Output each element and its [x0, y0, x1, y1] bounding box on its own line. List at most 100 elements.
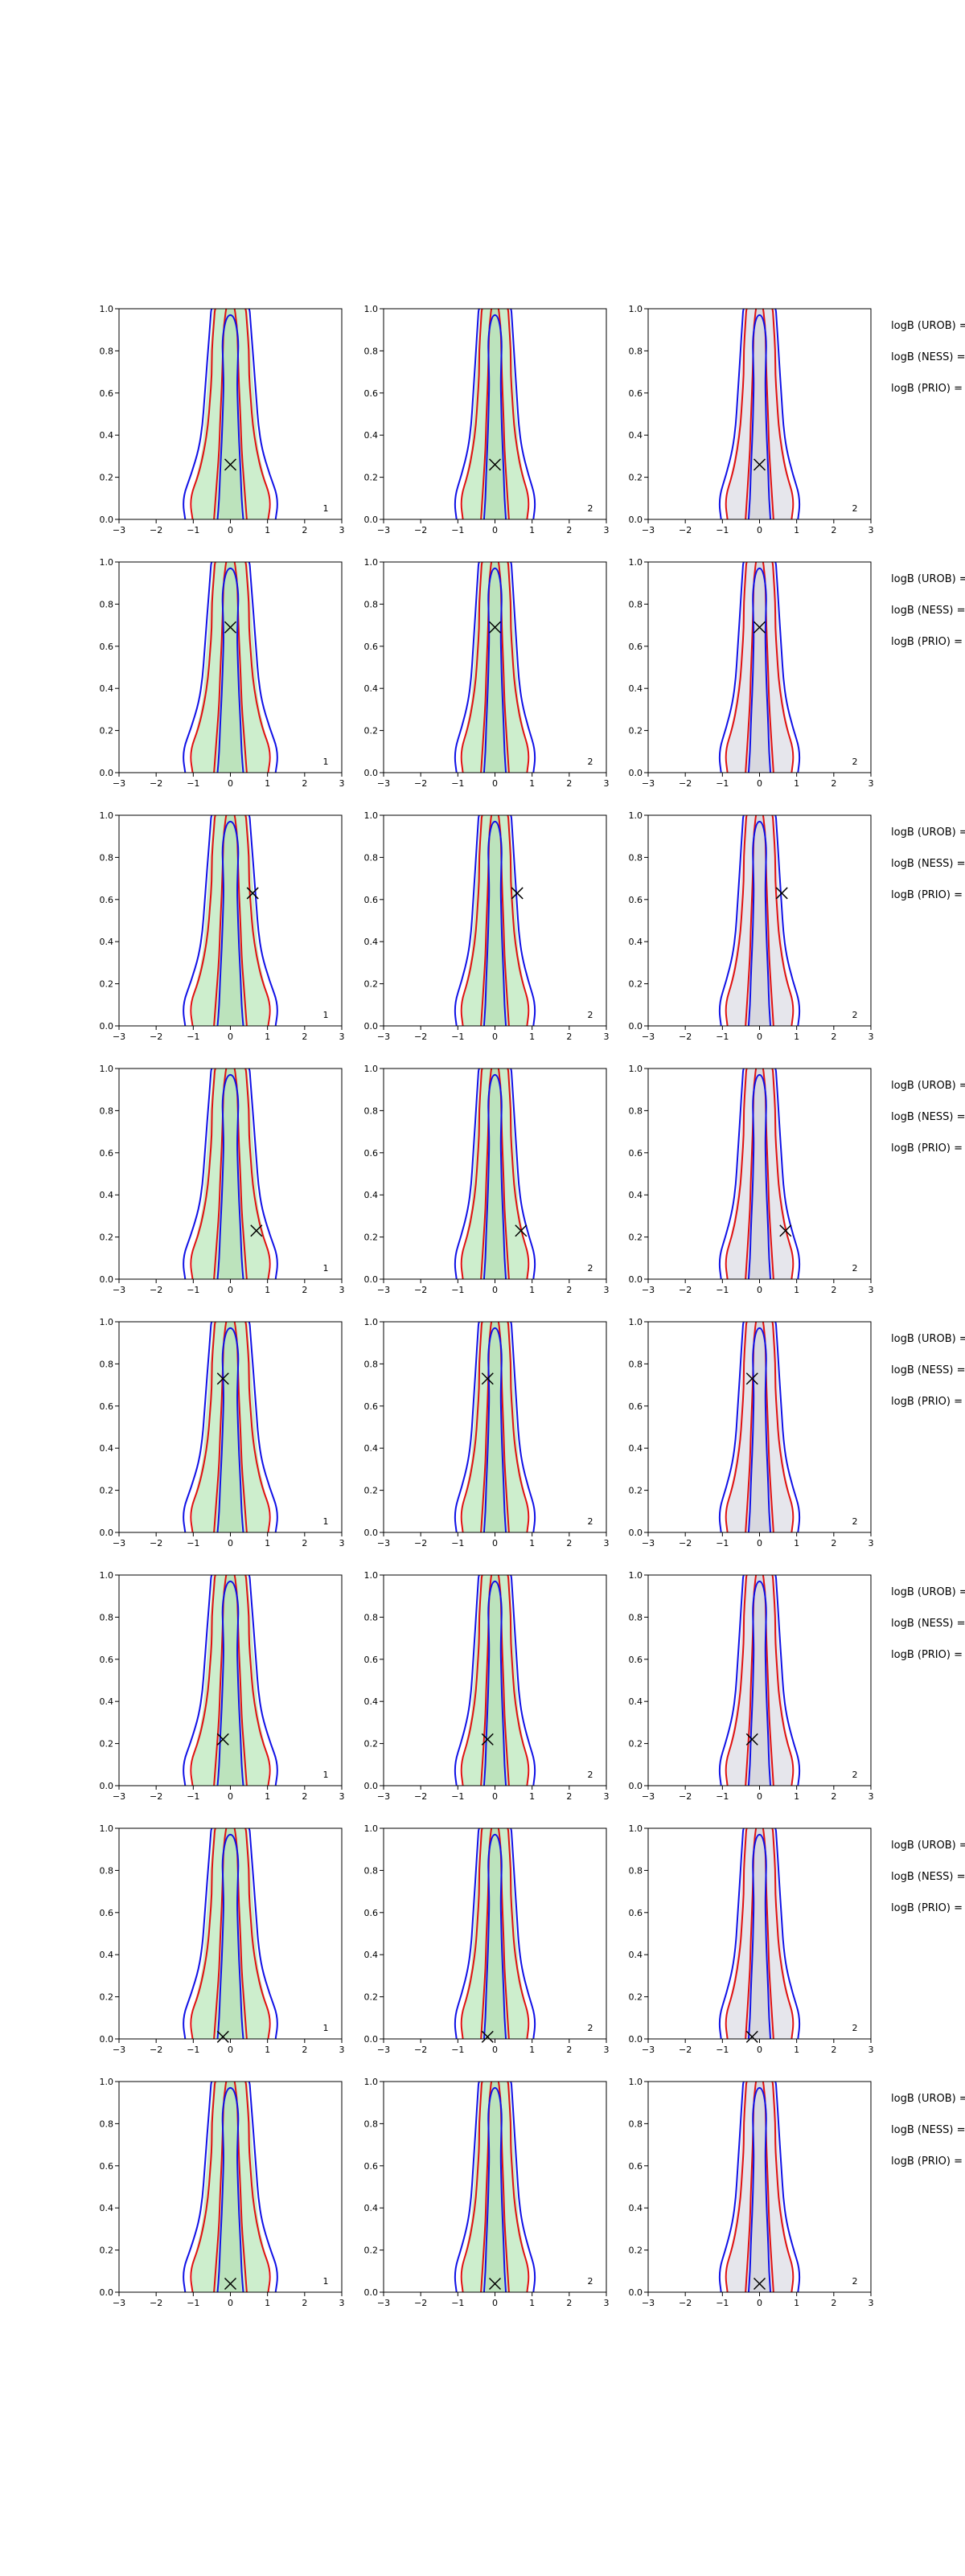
red-contour-outer [725, 815, 795, 1026]
y-tick-label: 0.0 [629, 515, 643, 525]
density-fill-inner [485, 1069, 505, 1279]
x-tick-label: −3 [642, 1791, 655, 1802]
x-tick-label: −1 [716, 778, 729, 789]
x-tick-label: 3 [339, 1285, 345, 1295]
density-fill-inner [749, 815, 770, 1026]
marker-x [488, 458, 502, 471]
x-tick-label: 1 [794, 2298, 799, 2308]
x-tick-label: 2 [831, 2298, 836, 2308]
logb-text-3: logB (PRIO) = [891, 2156, 963, 2168]
x-tick-label: 2 [831, 1538, 836, 1548]
red-contour-inner [213, 1575, 248, 1786]
y-tick-label: 0.6 [364, 895, 379, 905]
x-tick-label: 0 [757, 1538, 762, 1548]
panel-r6-c1: −3 −2 −1 0 1 2 3 0.0 0.2 0.4 0.6 0.8 1.0 1 [100, 1570, 345, 1802]
y-tick-label: 0.4 [629, 937, 643, 947]
y-tick-label: 0.0 [364, 1021, 379, 1032]
panel-contours [454, 1828, 536, 2039]
panel-contours [454, 309, 536, 519]
y-tick-label: 0.0 [100, 2034, 114, 2045]
x-tick-label: 2 [566, 525, 572, 535]
x-tick-label: 3 [604, 2298, 610, 2308]
x-tick-label: 3 [339, 1538, 345, 1548]
x-tick-label: 0 [228, 1538, 233, 1548]
x-tick-label: −1 [451, 2298, 464, 2308]
y-tick-label: 0.6 [100, 1401, 114, 1412]
logb-text-2: logB (NESS) = [891, 858, 965, 870]
x-tick-label: 1 [265, 778, 270, 789]
x-tick-label: 1 [794, 1791, 799, 1802]
x-tick-label: 2 [566, 778, 572, 789]
x-tick-label: 1 [265, 1285, 270, 1295]
panel-label: 1 [323, 2023, 329, 2033]
x-tick-label: 1 [529, 1032, 535, 1042]
x-tick-label: 0 [228, 1791, 233, 1802]
y-tick-label: 1.0 [629, 810, 643, 821]
x-tick-label: 3 [604, 1285, 610, 1295]
panel-contours [454, 2082, 536, 2292]
marker-x [745, 2030, 758, 2043]
x-tick-label: −3 [377, 1538, 390, 1548]
blue-contour-outer [183, 1322, 278, 1532]
x-tick-label: −2 [679, 1285, 692, 1295]
marker-x [481, 1733, 494, 1745]
y-tick-label: 0.6 [629, 1908, 643, 1918]
y-tick-label: 0.8 [100, 346, 114, 356]
blue-contour-inner [216, 2086, 244, 2292]
red-contour-outer [190, 1828, 271, 2039]
y-tick-label: 1.0 [629, 2077, 643, 2087]
panel-label: 2 [588, 1010, 593, 1020]
x-tick-label: −1 [187, 525, 199, 535]
x-tick-label: 1 [265, 2045, 270, 2055]
y-tick-label: 0.6 [100, 2161, 114, 2172]
y-tick-label: 1.0 [364, 2077, 379, 2087]
y-tick-label: 0.2 [364, 1992, 379, 2003]
y-tick-label: 0.4 [364, 1443, 379, 1454]
y-tick-label: 1.0 [364, 304, 379, 314]
logb-text-2: logB (NESS) = [891, 1364, 965, 1376]
x-tick-label: 3 [604, 1538, 610, 1548]
y-tick-label: 0.2 [364, 1486, 379, 1496]
y-tick-label: 0.4 [100, 1190, 114, 1200]
panel-r4-c1: −3 −2 −1 0 1 2 3 0.0 0.2 0.4 0.6 0.8 1.0 1 [100, 1064, 345, 1295]
x-tick-label: 0 [757, 1032, 762, 1042]
x-tick-label: 1 [529, 1538, 535, 1548]
panel-r6-c3: −3 −2 −1 0 1 2 3 0.0 0.2 0.4 0.6 0.8 1.0 2 [629, 1570, 874, 1802]
y-tick-label: 0.2 [100, 1486, 114, 1496]
red-contour-outer [725, 1575, 795, 1786]
x-tick-label: 3 [604, 1791, 610, 1802]
blue-contour-outer [718, 309, 801, 519]
x-tick-label: 3 [868, 1032, 874, 1042]
y-tick-label: 0.6 [100, 642, 114, 652]
panel-label: 2 [588, 1263, 593, 1274]
y-tick-label: 0.0 [629, 2287, 643, 2298]
marker-x [775, 887, 788, 900]
y-tick-label: 0.0 [629, 1021, 643, 1032]
panel-r5-c2: −3 −2 −1 0 1 2 3 0.0 0.2 0.4 0.6 0.8 1.0 2 [364, 1317, 610, 1548]
x-tick-label: 0 [492, 1032, 498, 1042]
red-contour-outer [725, 2082, 795, 2292]
x-tick-label: −3 [377, 1285, 390, 1295]
panel-r2-c3: −3 −2 −1 0 1 2 3 0.0 0.2 0.4 0.6 0.8 1.0 2 [629, 557, 874, 789]
logb-text-2: logB (NESS) = [891, 1871, 965, 1883]
blue-contour-outer [718, 562, 801, 773]
logb-text-2: logB (NESS) = [891, 1111, 965, 1123]
logb-text-3: logB (PRIO) = [891, 1649, 963, 1661]
red-contour-inner [213, 1828, 248, 2039]
panel-label: 2 [852, 2276, 858, 2287]
x-tick-label: 0 [228, 2045, 233, 2055]
x-tick-label: 1 [529, 1791, 535, 1802]
red-contour-inner [213, 815, 248, 1026]
y-tick-label: 0.6 [100, 895, 114, 905]
x-tick-label: −3 [642, 1285, 655, 1295]
logb-text-3: logB (PRIO) = [891, 636, 963, 648]
panel-label: 2 [588, 2023, 593, 2033]
red-contour-inner [480, 2082, 510, 2292]
y-tick-label: 0.2 [629, 1992, 643, 2003]
blue-contour-inner [216, 314, 244, 519]
x-tick-label: 1 [265, 525, 270, 535]
panel-r3-c2: −3 −2 −1 0 1 2 3 0.0 0.2 0.4 0.6 0.8 1.0 2 [364, 810, 610, 1042]
y-tick-label: 0.4 [100, 1696, 114, 1707]
y-tick-label: 0.4 [629, 1190, 643, 1200]
y-tick-label: 0.2 [629, 726, 643, 736]
